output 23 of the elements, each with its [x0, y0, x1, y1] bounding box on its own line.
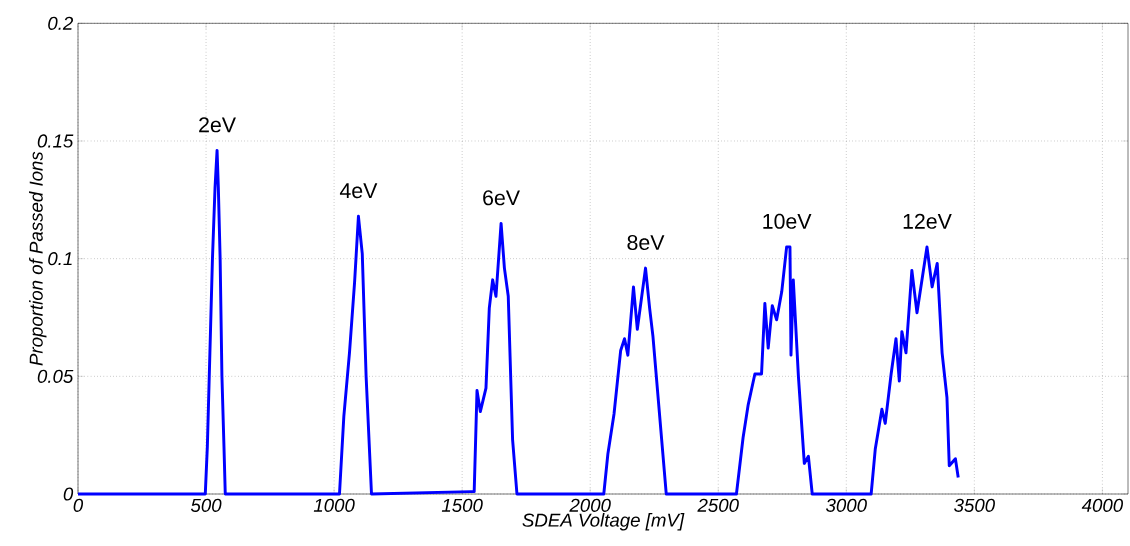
- x-tick-label: 3000: [825, 498, 867, 512]
- x-tick-label: 4000: [1081, 498, 1123, 512]
- annotation: 6eV: [483, 190, 520, 206]
- line-series: [76, 148, 960, 496]
- y-axis-title: Proportion of Passed Ions: [29, 151, 47, 366]
- annotation: 10eV: [763, 213, 812, 229]
- annotation: 4eV: [339, 183, 378, 199]
- y-tick-label: 0.1: [48, 252, 72, 266]
- x-tick-label: 500: [190, 498, 222, 512]
- y-tick-label: 0.15: [37, 134, 74, 148]
- annotation: 2eV: [199, 117, 236, 133]
- x-tick-label: 0: [73, 498, 84, 512]
- y-tick-label: 0.05: [37, 369, 74, 383]
- y-tick-label: 0.2: [48, 16, 74, 30]
- x-tick-label: 1000: [313, 498, 355, 512]
- annotation: 8eV: [627, 234, 665, 251]
- x-tick-label: 1500: [441, 498, 483, 512]
- x-tick-label: 2500: [697, 498, 739, 512]
- x-tick-label: 3500: [954, 498, 995, 512]
- x-tick-label: 2000: [569, 498, 611, 512]
- annotation: 12eV: [903, 213, 952, 229]
- y-tick-label: 0: [63, 487, 74, 501]
- x-axis-title: SDEA Voltage [mV]: [522, 513, 685, 531]
